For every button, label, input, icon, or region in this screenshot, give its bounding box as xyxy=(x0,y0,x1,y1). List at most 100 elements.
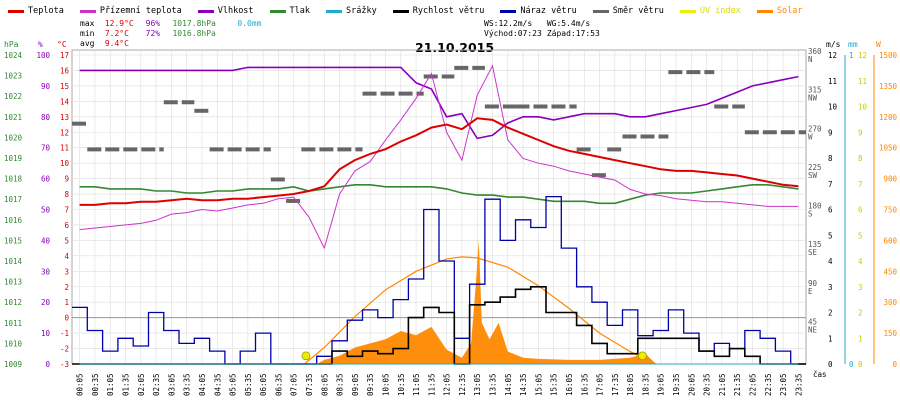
x-tick-label: 22:35 xyxy=(764,373,773,396)
axis-tick-ms: 1 xyxy=(828,334,833,343)
series-ground-temp-line xyxy=(79,64,799,250)
legend-label: Rychlost větru xyxy=(412,6,485,16)
axis-tick-celsius: 6 xyxy=(64,221,69,230)
axis-tick-ms: 3 xyxy=(828,283,833,292)
chart-date: 21.10.2015 xyxy=(415,40,495,55)
axis-tick-celsius: 9 xyxy=(64,175,69,184)
x-tick-label: 17:35 xyxy=(611,373,620,396)
stats-min-hum: 72% xyxy=(145,29,161,38)
legend-item: Srážky xyxy=(326,6,377,16)
uv-marker xyxy=(637,351,647,361)
stats-max-hum: 96% xyxy=(145,19,161,28)
x-tick-label: 08:05 xyxy=(320,373,329,396)
x-tick-label: 05:35 xyxy=(244,373,253,396)
legend-item: UV index xyxy=(679,6,741,16)
axis-tick-ms: 8 xyxy=(828,154,833,163)
x-tick-label: 14:05 xyxy=(504,373,513,396)
axis-tick-hpa: 1014 xyxy=(4,257,23,266)
legend-swatch xyxy=(592,9,609,13)
axis-tick-percent: 80 xyxy=(41,113,51,122)
axis-tick-hpa: 1023 xyxy=(4,72,22,81)
series-solar-fill xyxy=(316,240,657,364)
legend-label: UV index xyxy=(699,6,741,16)
axis-tick-percent: 50 xyxy=(41,206,51,215)
axis-tick-celsius: 13 xyxy=(60,113,69,122)
series-solar-curve xyxy=(304,256,657,365)
axis-title-hpa: hPa xyxy=(4,40,19,49)
axis-tick-direction: SE xyxy=(808,248,818,257)
axis-tick-hpa: 1015 xyxy=(4,236,22,245)
stats-min-label: min xyxy=(80,29,95,38)
axis-tick-ms: 0 xyxy=(828,360,833,369)
x-tick-label: 23:05 xyxy=(779,373,788,396)
axis-tick-direction: W xyxy=(808,132,813,141)
legend: Teplota Přízemní teplota Vlhkost Tlak Srážky… xyxy=(8,4,818,18)
x-tick-label: 06:05 xyxy=(259,373,268,396)
x-tick-label: 12:05 xyxy=(443,373,452,396)
axis-tick-percent: 60 xyxy=(41,175,51,184)
ws-value: WS:12.2m/s xyxy=(484,19,533,28)
x-tick-label: 19:35 xyxy=(672,373,681,396)
axis-tick-hpa: 1010 xyxy=(4,339,23,348)
axis-tick-ms: 11 xyxy=(828,77,837,86)
axis-tick-uv: 10 xyxy=(858,103,868,112)
stats-min-row: min 7.2°C 72% 1016.8hPa xyxy=(80,29,261,39)
x-tick-label: 17:05 xyxy=(596,373,605,396)
axis-tick-ms: 4 xyxy=(828,257,833,266)
axis-tick-celsius: 8 xyxy=(64,190,69,199)
stats-min-press: 1016.8hPa xyxy=(172,29,216,38)
x-tick-label: 07:05 xyxy=(290,373,299,396)
axis-tick-hpa: 1017 xyxy=(4,195,22,204)
x-tick-label: 16:05 xyxy=(565,373,574,396)
axis-tick-percent: 40 xyxy=(41,236,51,245)
legend-item: Rychlost větru xyxy=(392,6,485,16)
axis-tick-percent: 10 xyxy=(41,329,51,338)
x-tick-label: 13:05 xyxy=(473,373,482,396)
axis-tick-hpa: 1011 xyxy=(4,319,22,328)
axis-tick-celsius: 11 xyxy=(60,144,69,153)
axis-tick-percent: 90 xyxy=(41,82,51,91)
axis-tick-w: 600 xyxy=(883,236,897,245)
axis-tick-celsius: 2 xyxy=(64,283,69,292)
x-axis-title: čas xyxy=(813,370,827,379)
axis-tick-uv: 11 xyxy=(858,77,867,86)
wind-info-row-2: Východ:07:23 Západ:17:53 xyxy=(484,29,600,39)
axis-tick-w: 150 xyxy=(883,329,897,338)
x-tick-label: 18:05 xyxy=(626,373,635,396)
axis-tick-direction: 90 xyxy=(808,279,818,288)
x-tick-label: 00:35 xyxy=(91,373,100,396)
x-tick-label: 13:35 xyxy=(489,373,498,396)
series-temp-line xyxy=(79,117,799,206)
axis-tick-ms: 5 xyxy=(828,231,833,240)
stats-max-temp: 12.9°C xyxy=(104,19,134,28)
axis-tick-w: 0 xyxy=(892,360,897,369)
legend-label: Srážky xyxy=(346,6,377,16)
stats-avg-row: avg 9.4°C xyxy=(80,39,261,49)
axis-tick-uv: 5 xyxy=(858,231,863,240)
x-tick-label: 05:05 xyxy=(229,373,238,396)
x-tick-label: 09:05 xyxy=(351,373,360,396)
wg-value: WG:5.4m/s xyxy=(546,19,591,28)
axis-tick-hpa: 1024 xyxy=(4,51,23,60)
x-tick-label: 02:05 xyxy=(137,373,146,396)
axis-tick-direction: E xyxy=(808,287,813,296)
axis-tick-direction: 135 xyxy=(808,240,822,249)
x-tick-label: 04:35 xyxy=(213,373,222,396)
axis-tick-hpa: 1016 xyxy=(4,216,23,225)
axis-tick-direction: 315 xyxy=(808,86,822,95)
legend-swatch xyxy=(326,9,343,13)
axis-tick-ms: 10 xyxy=(828,103,838,112)
x-tick-label: 20:05 xyxy=(687,373,696,396)
legend-item: Přízemní teplota xyxy=(79,6,182,16)
axis-tick-direction: 270 xyxy=(808,124,822,133)
axis-tick-celsius: 5 xyxy=(64,236,69,245)
axis-title-w: W xyxy=(876,40,881,49)
axis-title-celsius: °C xyxy=(57,40,67,49)
stats-avg-label: avg xyxy=(80,39,95,48)
axis-tick-w: 450 xyxy=(883,267,897,276)
legend-item: Tlak xyxy=(269,6,310,16)
x-tick-label: 18:35 xyxy=(641,373,650,396)
stats-max-row: max 12.9°C 96% 1017.8hPa 0.0mm xyxy=(80,19,261,29)
series-gust-line xyxy=(72,195,806,365)
